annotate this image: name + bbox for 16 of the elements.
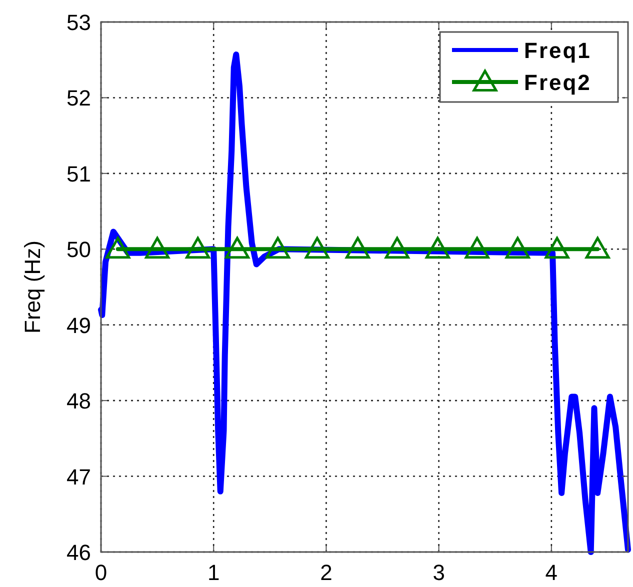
- y-tick-label: 47: [66, 464, 91, 490]
- x-tick-label: 3: [432, 560, 445, 585]
- y-tick-label: 49: [66, 312, 91, 338]
- y-tick-label: 51: [66, 161, 91, 186]
- y-tick-label: 48: [66, 388, 91, 414]
- x-tick-label: 4: [545, 560, 558, 585]
- y-tick-label: 53: [66, 10, 91, 35]
- y-tick-label: 52: [66, 86, 91, 111]
- legend-label: Freq2: [524, 70, 592, 95]
- x-tick-label: 2: [320, 560, 332, 585]
- y-axis-title: Freq (Hz): [20, 240, 45, 334]
- y-tick-label: 46: [66, 540, 91, 565]
- y-tick-label: 50: [66, 237, 91, 262]
- legend-label: Freq1: [524, 38, 592, 63]
- x-tick-label: 1: [207, 560, 220, 585]
- x-tick-label: 0: [94, 560, 108, 585]
